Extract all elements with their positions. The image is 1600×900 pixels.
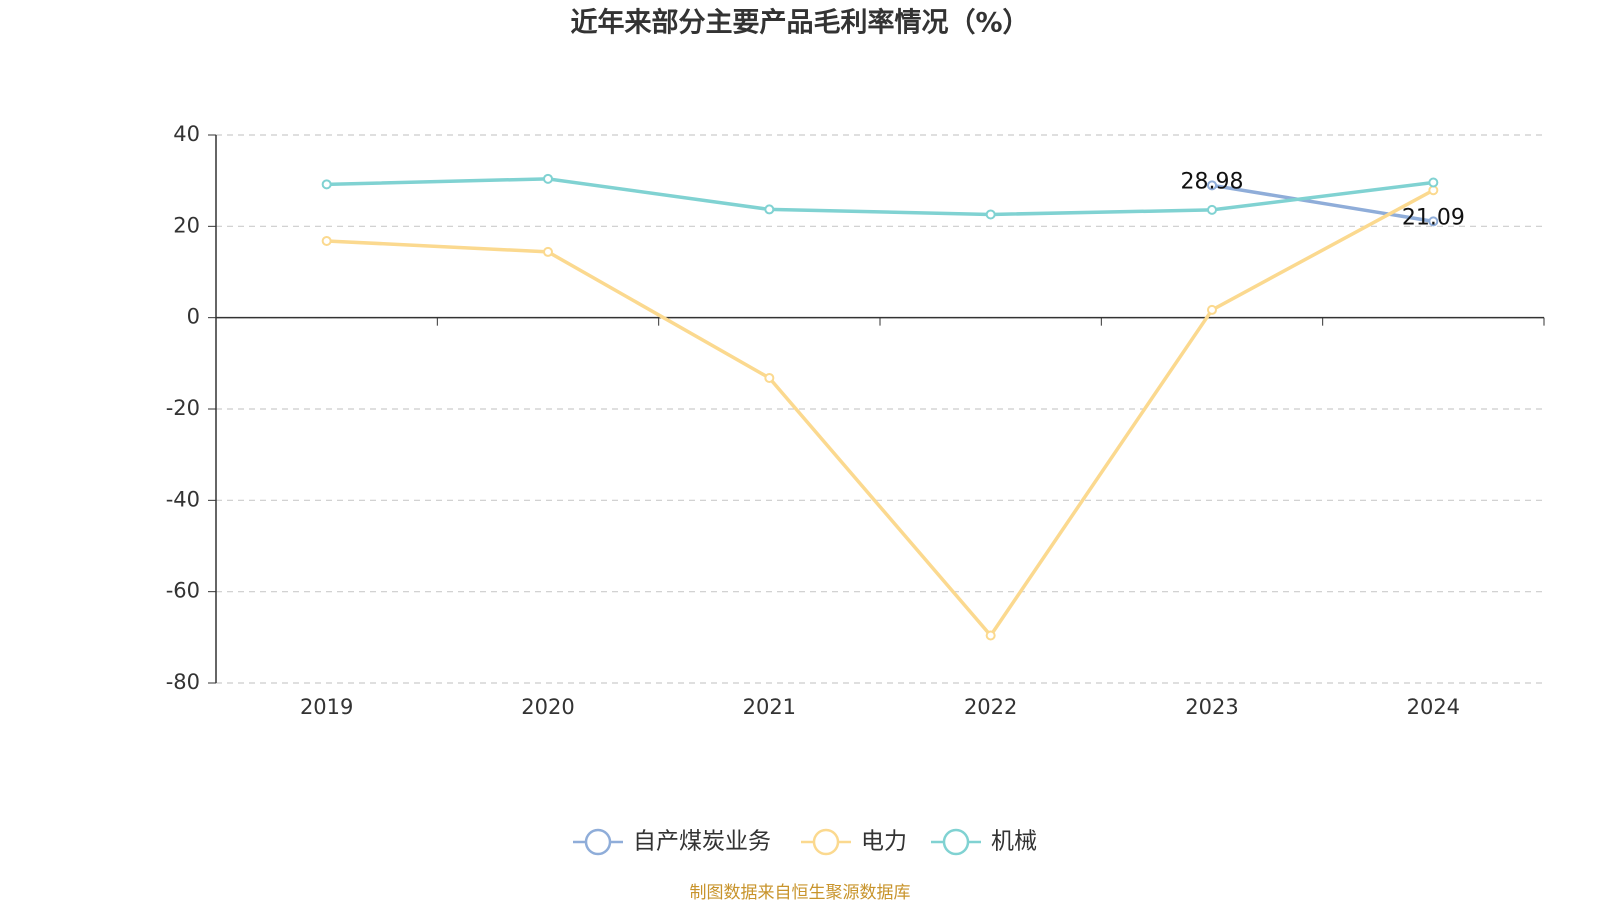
data-point [1207, 180, 1217, 191]
data-point [543, 173, 553, 184]
y-tick-label: 0 [187, 305, 200, 329]
data-point [1428, 216, 1439, 227]
data-label: 28.98 [1181, 169, 1244, 194]
legend-icon [584, 828, 612, 856]
x-tick-label: 2023 [1185, 695, 1238, 719]
series-line [1211, 183, 1434, 224]
legend-icon [942, 828, 970, 856]
source-note: 制图数据来自恒生聚源数据库 [690, 883, 911, 900]
series-line [326, 177, 1434, 217]
data-label: 21.09 [1402, 205, 1465, 230]
data-point [321, 235, 332, 246]
x-tick-label: 2019 [300, 695, 353, 719]
chart-title: 近年来部分主要产品毛利率情况（%） [570, 7, 1029, 39]
y-tick-label: 20 [173, 213, 200, 237]
x-tick-label: 2020 [521, 695, 574, 719]
data-point [985, 630, 996, 641]
y-tick-label: -60 [166, 579, 200, 603]
data-point [543, 246, 553, 257]
data-point [1428, 177, 1439, 188]
data-point [764, 372, 775, 383]
data-point [1207, 304, 1217, 315]
x-tick-label: 2022 [964, 695, 1017, 719]
x-tick-label: 2024 [1407, 695, 1460, 719]
y-tick-label: -40 [166, 487, 200, 511]
y-tick-label: -20 [166, 396, 200, 420]
data-point [321, 179, 332, 190]
legend-label: 自产煤炭业务 [633, 829, 771, 855]
legend-label: 电力 [861, 829, 907, 855]
legend-label: 机械 [991, 829, 1037, 855]
data-point [764, 204, 775, 215]
y-tick-label: -80 [166, 670, 200, 694]
series-line [326, 188, 1435, 639]
legend-icon [812, 828, 840, 856]
x-tick-label: 2021 [743, 695, 796, 719]
data-point [985, 209, 996, 220]
data-point [1207, 204, 1217, 215]
y-tick-label: 40 [173, 122, 200, 146]
